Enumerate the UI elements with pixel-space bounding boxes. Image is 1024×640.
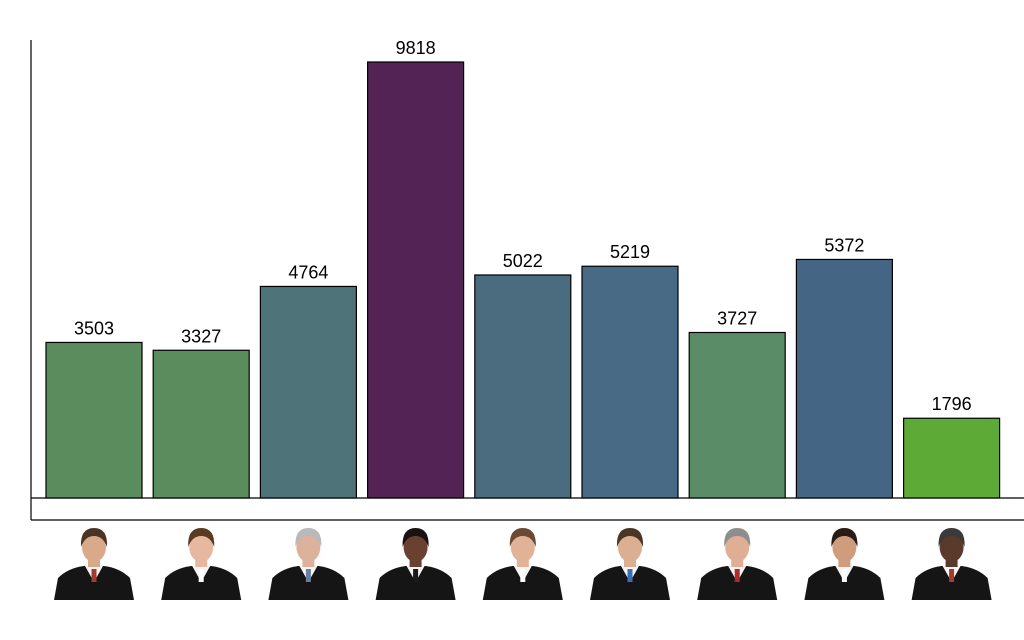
bar xyxy=(152,349,250,499)
bar xyxy=(367,61,465,499)
bar-value-label: 5219 xyxy=(610,242,650,262)
bar xyxy=(795,258,894,499)
bar-value-label: 1796 xyxy=(932,394,972,414)
bar xyxy=(688,331,786,499)
justice-portrait-icon xyxy=(804,528,885,600)
category-images-group xyxy=(54,528,992,600)
justice-portrait-icon xyxy=(697,528,778,600)
justice-portrait-icon xyxy=(375,528,456,600)
bar-value-label: 4764 xyxy=(288,262,328,282)
justice-portrait-icon xyxy=(161,528,242,600)
justice-portrait-icon xyxy=(590,528,670,600)
justice-portrait-icon xyxy=(911,528,992,600)
justice-portrait-icon xyxy=(268,528,349,600)
bar-value-label: 3327 xyxy=(181,326,221,346)
bar xyxy=(902,417,1001,499)
bar-value-label: 5372 xyxy=(824,235,864,255)
justice-portrait-icon xyxy=(482,528,563,600)
bar-value-label: 3727 xyxy=(717,308,757,328)
bar xyxy=(45,341,143,499)
value-labels-group: 3503 3327 4764 9818 5022 5219 3727 5372 1796 xyxy=(74,38,972,414)
bar xyxy=(259,285,357,499)
bars-group xyxy=(45,61,1001,499)
bar xyxy=(474,274,572,499)
bar-value-label: 9818 xyxy=(396,38,436,58)
justice-portrait-icon xyxy=(54,528,134,600)
bar xyxy=(581,265,679,499)
bar-value-label: 5022 xyxy=(503,251,543,271)
bar-value-label: 3503 xyxy=(74,318,114,338)
